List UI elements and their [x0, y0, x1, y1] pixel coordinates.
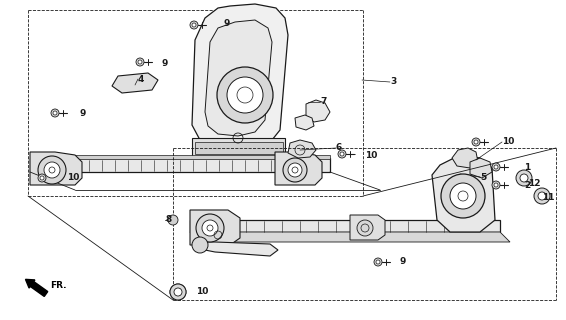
Circle shape [494, 165, 498, 169]
Polygon shape [30, 152, 82, 185]
Text: 1: 1 [524, 164, 530, 172]
Circle shape [283, 158, 307, 182]
Text: 12: 12 [528, 179, 541, 188]
Circle shape [538, 192, 546, 200]
Polygon shape [295, 115, 314, 130]
Text: 3: 3 [390, 77, 396, 86]
Circle shape [44, 162, 60, 178]
Circle shape [516, 170, 532, 186]
Circle shape [51, 109, 59, 117]
Polygon shape [288, 140, 316, 158]
Circle shape [474, 140, 478, 144]
Polygon shape [452, 148, 478, 168]
Circle shape [338, 150, 346, 158]
Polygon shape [190, 220, 500, 232]
Polygon shape [275, 152, 322, 185]
Circle shape [520, 174, 528, 182]
Text: 6: 6 [336, 143, 342, 153]
Polygon shape [190, 210, 240, 245]
Text: 10: 10 [196, 287, 208, 297]
Polygon shape [190, 232, 510, 242]
Text: 7: 7 [320, 98, 327, 107]
Polygon shape [112, 73, 158, 93]
Circle shape [217, 67, 273, 123]
Polygon shape [192, 4, 288, 150]
Text: 10: 10 [67, 173, 79, 182]
Circle shape [374, 258, 382, 266]
Circle shape [170, 284, 186, 300]
Circle shape [168, 215, 178, 225]
Text: 10: 10 [502, 138, 514, 147]
Circle shape [492, 163, 500, 171]
Circle shape [170, 284, 186, 300]
Circle shape [196, 214, 224, 242]
Text: 9: 9 [223, 20, 229, 28]
Polygon shape [30, 158, 330, 172]
Text: FR.: FR. [50, 282, 66, 291]
Circle shape [534, 188, 550, 204]
Circle shape [288, 163, 302, 177]
Circle shape [340, 152, 344, 156]
Circle shape [174, 288, 182, 296]
Polygon shape [432, 155, 495, 232]
Circle shape [53, 111, 57, 115]
Polygon shape [205, 20, 272, 136]
Polygon shape [350, 215, 385, 240]
Text: 8: 8 [165, 215, 171, 225]
Circle shape [136, 58, 144, 66]
Polygon shape [195, 142, 283, 154]
Circle shape [190, 21, 198, 29]
Text: 11: 11 [542, 194, 555, 203]
Text: 9: 9 [400, 258, 406, 267]
FancyArrow shape [25, 279, 48, 296]
Text: 9: 9 [162, 60, 168, 68]
Circle shape [202, 220, 218, 236]
Circle shape [357, 220, 373, 236]
Circle shape [38, 174, 46, 182]
Text: 9: 9 [79, 109, 85, 118]
Circle shape [472, 138, 480, 146]
Polygon shape [195, 242, 278, 256]
Text: 2: 2 [524, 181, 530, 190]
Circle shape [492, 181, 500, 189]
Circle shape [376, 260, 380, 264]
Circle shape [192, 23, 196, 27]
Polygon shape [192, 138, 285, 158]
Circle shape [38, 156, 66, 184]
Circle shape [441, 174, 485, 218]
Circle shape [174, 288, 182, 296]
Text: 5: 5 [480, 172, 486, 181]
Circle shape [494, 183, 498, 187]
Text: 4: 4 [138, 75, 144, 84]
Circle shape [192, 237, 208, 253]
Polygon shape [470, 158, 492, 178]
Text: 10: 10 [365, 150, 378, 159]
Circle shape [450, 183, 476, 209]
Circle shape [227, 77, 263, 113]
Polygon shape [30, 155, 330, 159]
Circle shape [138, 60, 142, 64]
Circle shape [40, 176, 44, 180]
Polygon shape [306, 100, 330, 122]
